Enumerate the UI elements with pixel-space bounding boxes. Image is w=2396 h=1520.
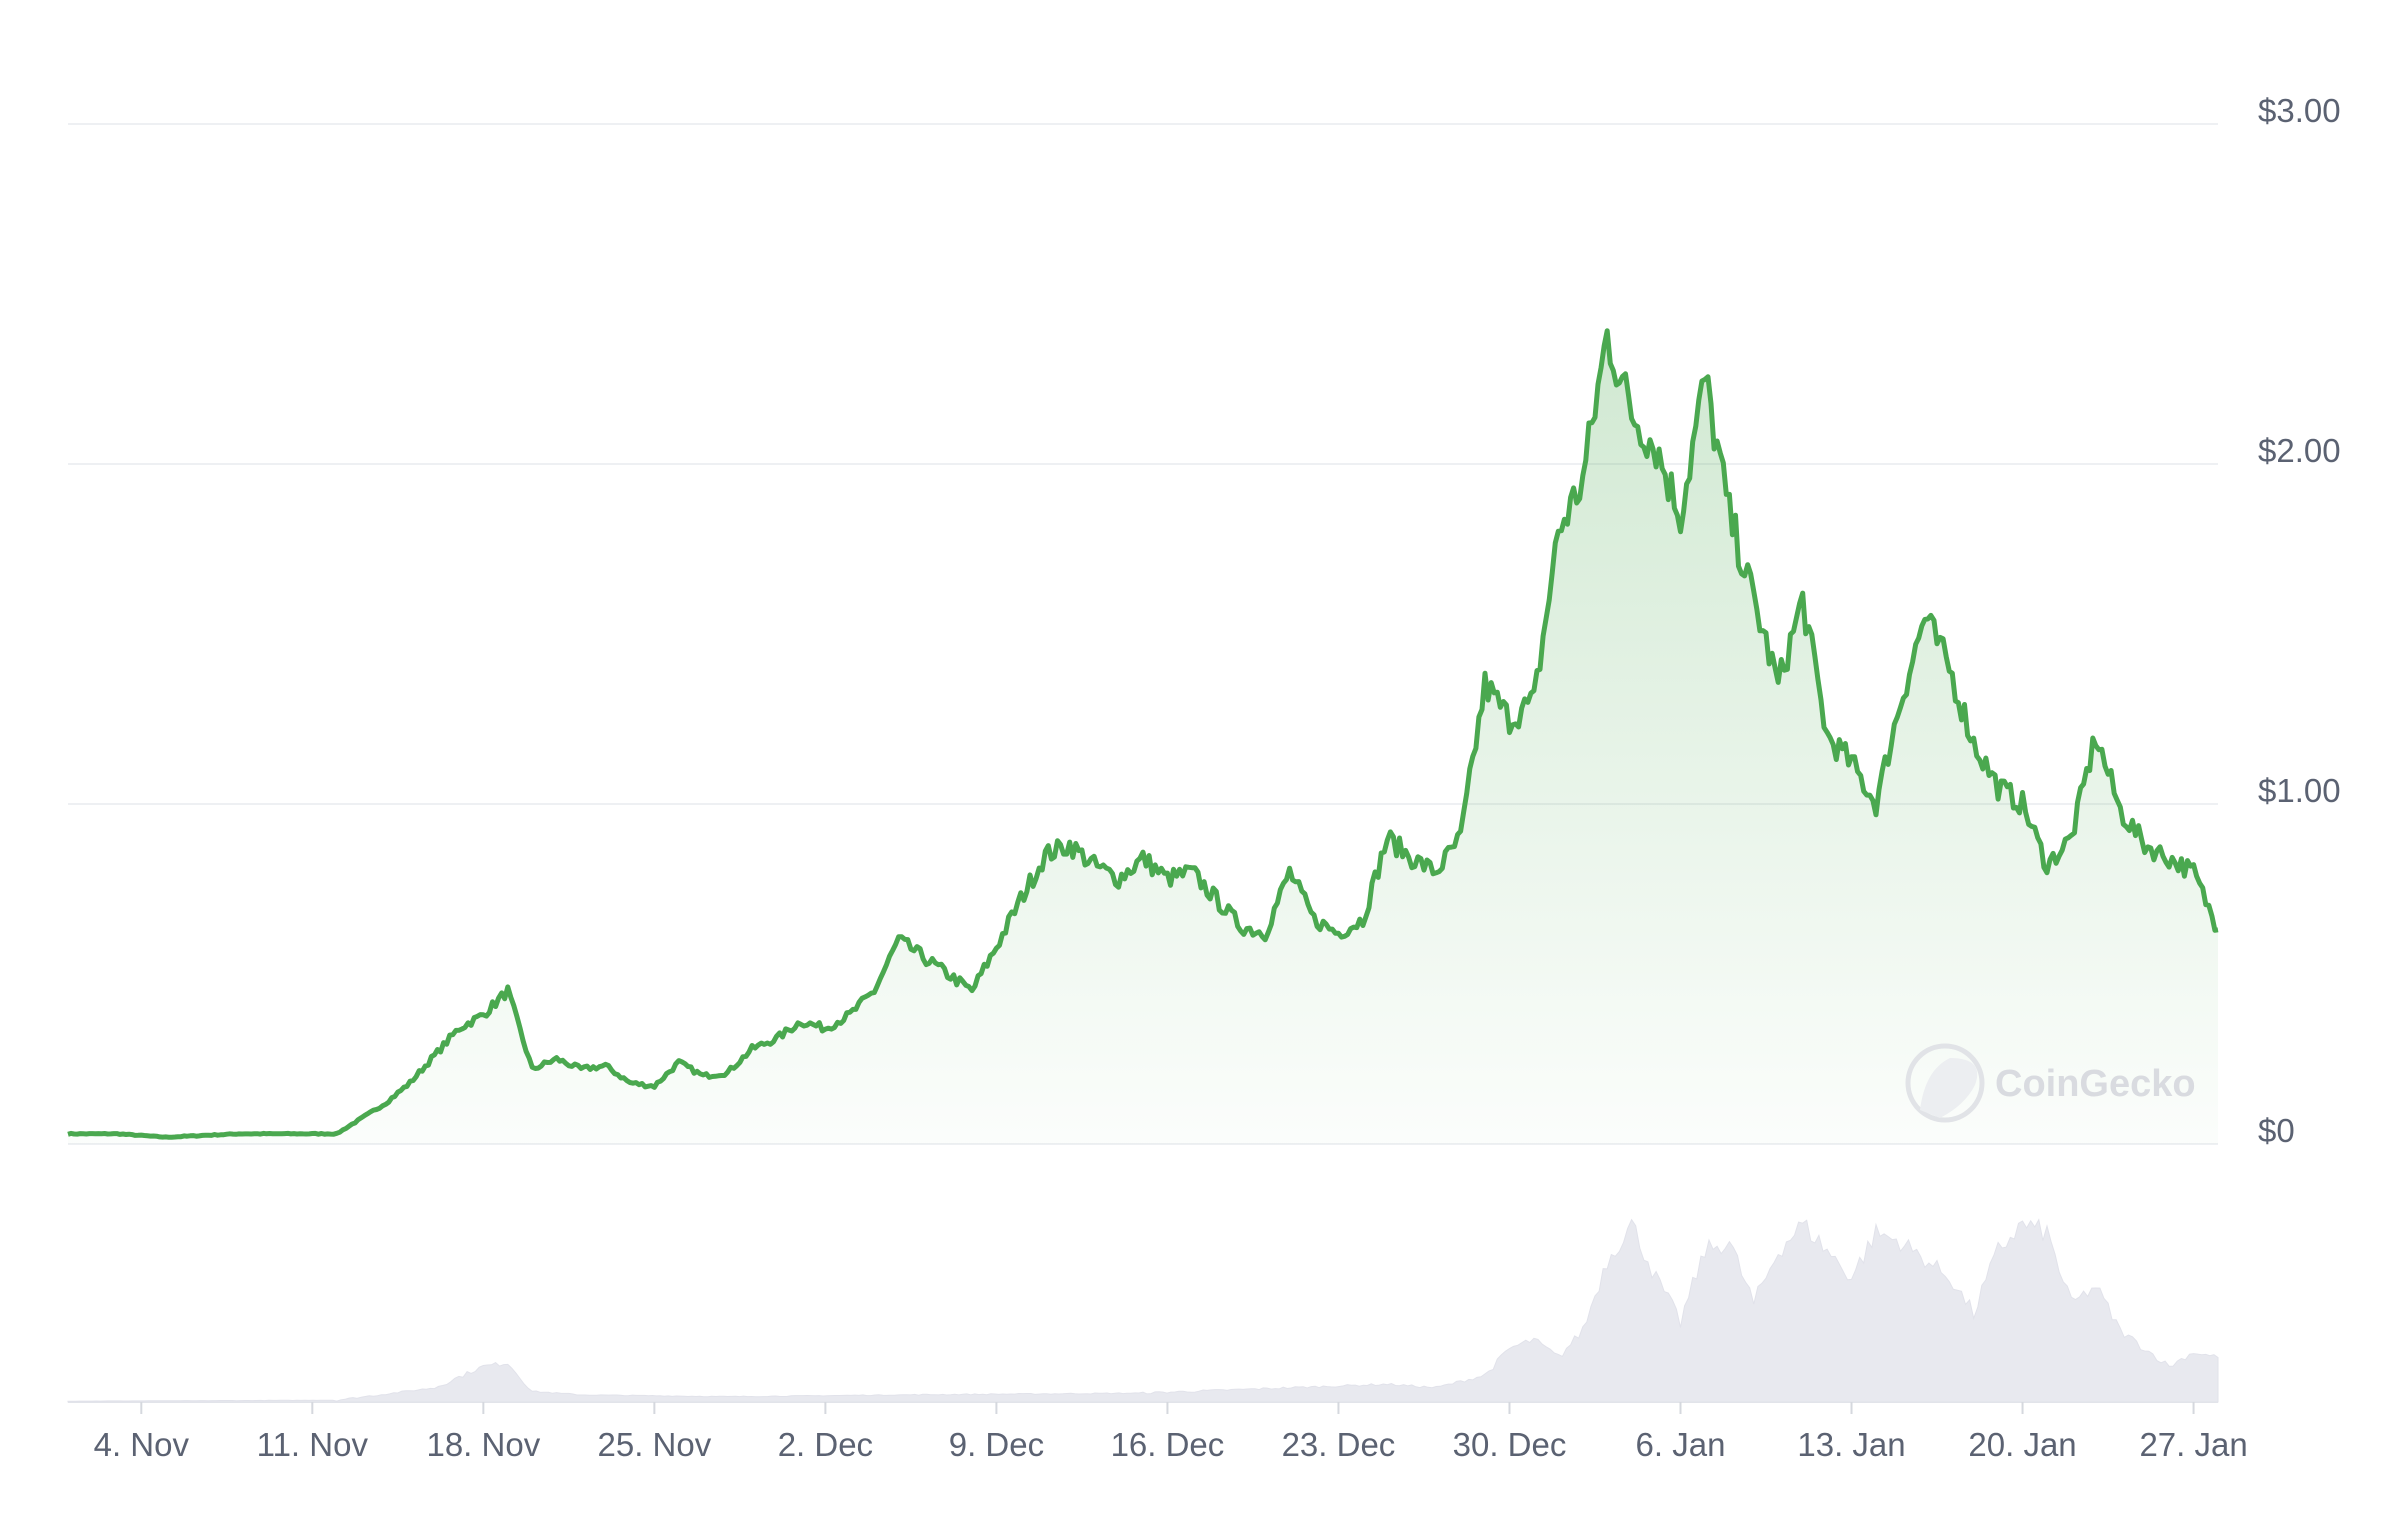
y-tick-label: $0 [2258, 1112, 2295, 1149]
watermark-text: CoinGecko [1995, 1063, 2196, 1105]
x-axis-labels: 4. Nov 11. Nov 18. Nov 25. Nov 2. Dec 9. Dec 1… [94, 1402, 2248, 1463]
x-tick-label: 25. Nov [597, 1426, 711, 1463]
x-tick-label: 30. Dec [1453, 1426, 1567, 1463]
x-tick-label: 20. Jan [1968, 1426, 2076, 1463]
x-tick-label: 9. Dec [949, 1426, 1044, 1463]
price-area [68, 330, 2218, 1144]
volume-area [67, 1218, 2219, 1403]
x-tick-label: 16. Dec [1111, 1426, 1225, 1463]
y-tick-label: $1.00 [2258, 772, 2341, 809]
x-tick-label: 2. Dec [778, 1426, 873, 1463]
x-tick-label: 13. Jan [1797, 1426, 1905, 1463]
y-tick-label: $3.00 [2258, 92, 2341, 129]
price-area-fill [68, 330, 2218, 1144]
coingecko-watermark: CoinGecko [1905, 1043, 2196, 1123]
x-tick-label: 6. Jan [1636, 1426, 1726, 1463]
x-tick-label: 4. Nov [94, 1426, 190, 1463]
volume-series-area [67, 1218, 2219, 1403]
y-axis-labels: $0 $1.00 $2.00 $3.00 [2258, 92, 2341, 1149]
price-line [67, 328, 2219, 1140]
price-series-line [67, 328, 2219, 1140]
x-tick-label: 27. Jan [2139, 1426, 2247, 1463]
x-tick-label: 11. Nov [257, 1426, 369, 1463]
gecko-logo-icon [1905, 1043, 1985, 1123]
y-tick-label: $2.00 [2258, 432, 2341, 469]
gecko-logo-body-icon [1920, 1058, 1978, 1118]
x-tick-label: 18. Nov [426, 1426, 540, 1463]
x-tick-label: 23. Dec [1282, 1426, 1396, 1463]
